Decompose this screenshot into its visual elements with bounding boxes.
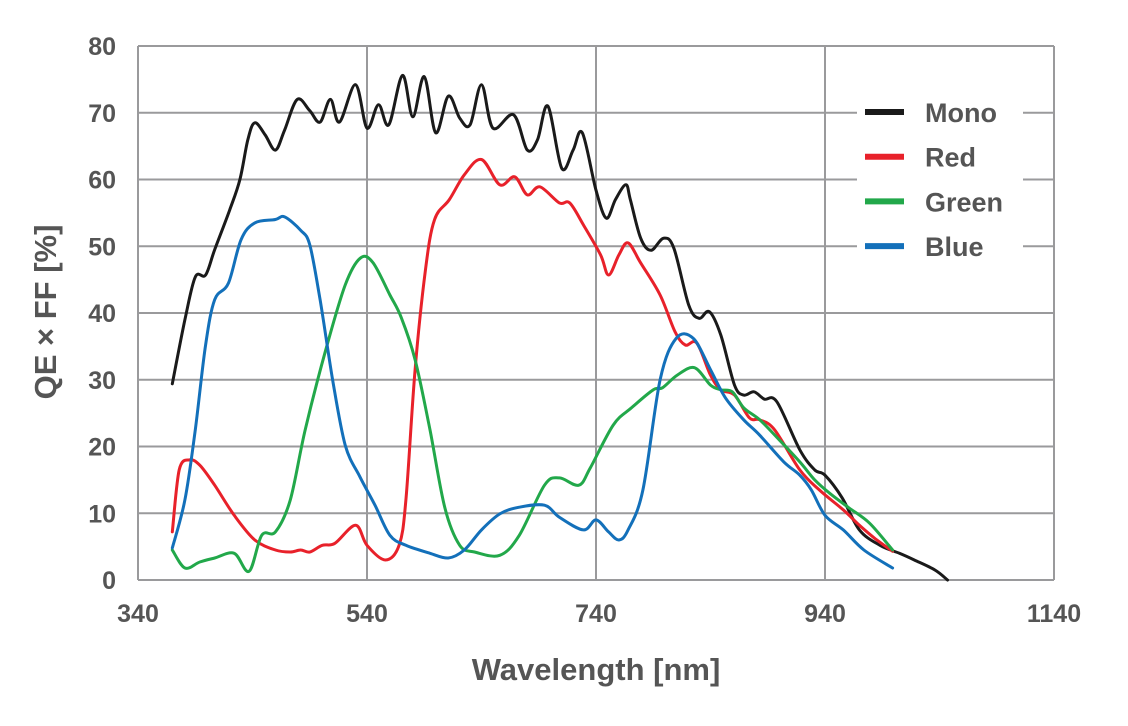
y-tick-label: 60 bbox=[88, 167, 116, 195]
x-axis-label: Wavelength [nm] bbox=[472, 652, 721, 687]
x-tick-label: 340 bbox=[117, 600, 159, 628]
legend: Mono Red Green Blue bbox=[857, 86, 1023, 272]
y-tick-label: 40 bbox=[88, 300, 116, 328]
y-axis-label: QE × FF [%] bbox=[28, 225, 63, 400]
y-tick-label: 30 bbox=[88, 367, 116, 395]
x-tick-label: 740 bbox=[575, 600, 617, 628]
y-tick-label: 80 bbox=[88, 33, 116, 61]
series-line-blue bbox=[170, 214, 895, 570]
x-tick-label: 940 bbox=[804, 600, 846, 628]
series-line-red bbox=[170, 157, 895, 562]
legend-label-red: Red bbox=[925, 143, 976, 173]
legend-background bbox=[857, 86, 1023, 272]
series-line-mono bbox=[170, 73, 949, 582]
plot-curves bbox=[170, 73, 949, 582]
legend-label-mono: Mono bbox=[925, 98, 997, 128]
y-tick-label: 0 bbox=[102, 567, 116, 595]
y-tick-label: 10 bbox=[88, 500, 116, 528]
legend-label-green: Green bbox=[925, 187, 1003, 217]
axis-ticks: 0 10 20 30 40 50 60 70 80 340 540 740 940 1140 bbox=[88, 33, 1081, 628]
x-tick-label: 540 bbox=[346, 600, 388, 628]
y-tick-label: 70 bbox=[88, 100, 116, 128]
y-tick-label: 50 bbox=[88, 233, 116, 261]
series-line-green bbox=[170, 254, 895, 573]
x-tick-label: 1140 bbox=[1027, 600, 1081, 628]
legend-label-blue: Blue bbox=[925, 232, 984, 262]
y-tick-label: 20 bbox=[88, 434, 116, 462]
